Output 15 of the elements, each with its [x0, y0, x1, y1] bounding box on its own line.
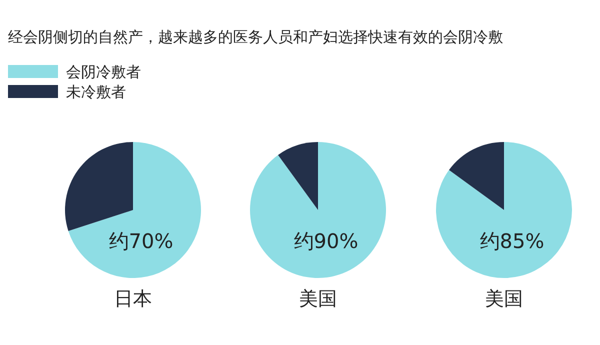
- text: 日本: [114, 288, 152, 310]
- text: 美国: [485, 288, 523, 310]
- pie-slice: [448, 142, 504, 210]
- text: 美国: [299, 288, 337, 310]
- pie-slice: [250, 142, 386, 278]
- pie-slice: [436, 142, 572, 278]
- pie-slice: [278, 142, 318, 210]
- text: 约85%: [480, 229, 544, 253]
- legend-label: 会阴冷敷者: [66, 63, 141, 81]
- pie-slice: [68, 142, 201, 278]
- pie-slice: [65, 142, 133, 232]
- text: 经会阴侧切的自然产，越来越多的医务人员和产妇选择快速有效的会阴冷敷: [8, 28, 503, 46]
- legend-label: 未冷敷者: [66, 83, 126, 101]
- text: 约70%: [108, 229, 174, 253]
- text: 约90%: [294, 229, 358, 253]
